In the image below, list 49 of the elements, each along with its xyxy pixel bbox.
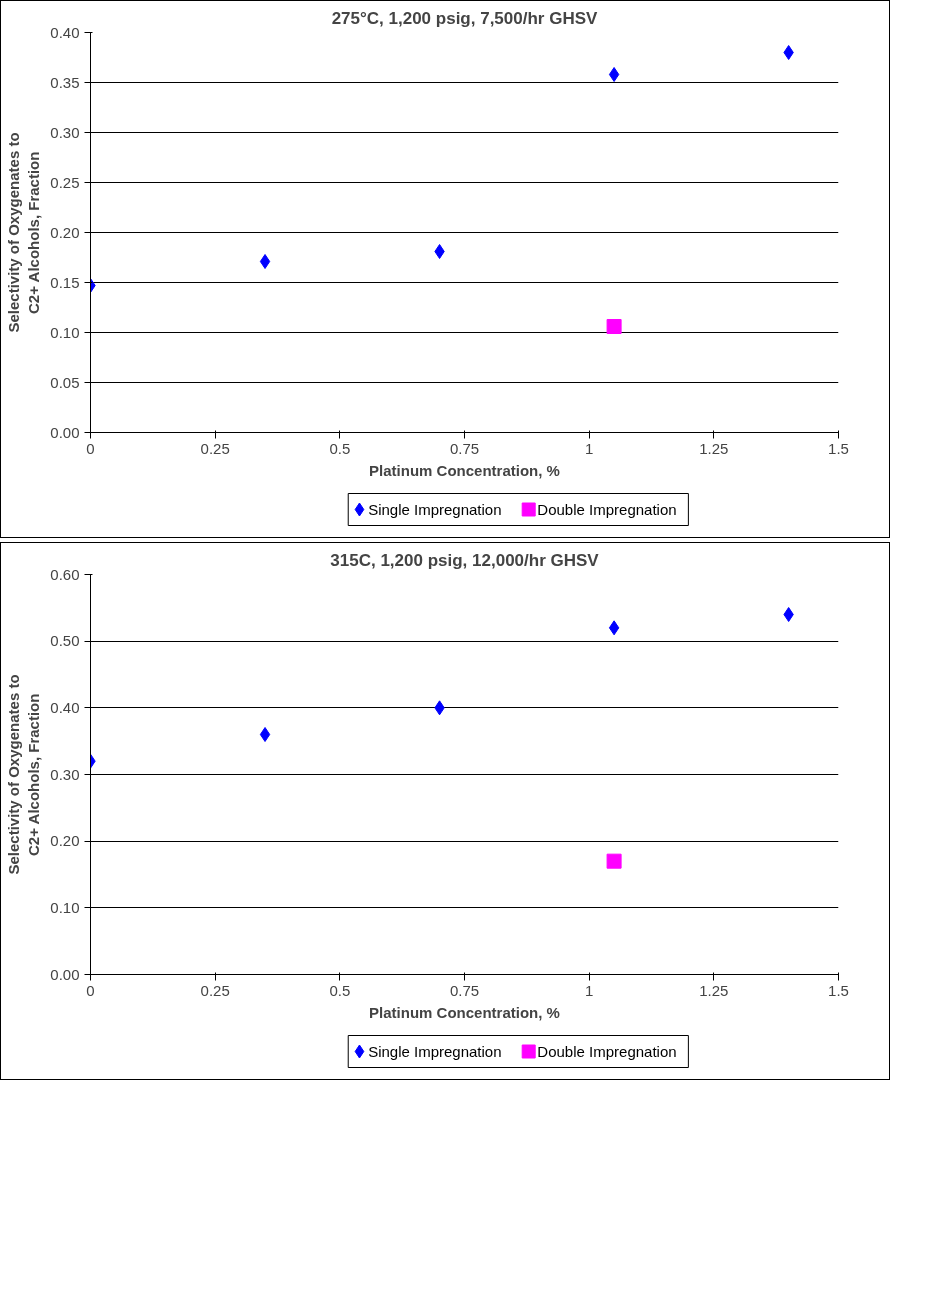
x-tick-label: 0.25 (200, 439, 230, 457)
x-tick-label: 0.5 (329, 439, 351, 457)
point (608, 620, 620, 636)
y-tick-label: 0.40 (50, 698, 80, 716)
x-tick-label: 0.5 (329, 981, 351, 999)
y-tick-label: 0.60 (50, 565, 80, 583)
legend-label: Double Impregnation (537, 1043, 677, 1060)
legend-label: Single Impregnation (368, 501, 502, 518)
y-axis-title: Selectivity of Oxygenates to C2+ Alcohols, Fraction (4, 132, 43, 333)
point (608, 67, 620, 82)
point (259, 727, 271, 742)
point (606, 319, 622, 334)
x-tick-label: 1 (585, 981, 594, 999)
y-tick-label: 0.50 (50, 632, 80, 650)
y-tick-label: 0.15 (50, 273, 80, 291)
x-axis-title: Platinum Concentration, % (369, 461, 560, 479)
y-axis-title: Selectivity of Oxygenates to C2+ Alcohols, Fraction (4, 674, 43, 875)
y-tick-label: 0.35 (50, 73, 80, 91)
y-tick-label: 0.40 (50, 23, 80, 41)
point (783, 607, 794, 622)
point (434, 244, 445, 259)
y-tick-label: 0.20 (50, 832, 80, 850)
x-tick-label: 0.25 (200, 981, 230, 999)
y-tick-label: 0.30 (50, 123, 80, 141)
x-tick-label: 0.75 (449, 439, 480, 457)
x-tick-label: 1.5 (828, 981, 849, 999)
x-tick-label: 0 (86, 439, 95, 457)
y-tick-label: 0.20 (50, 223, 80, 241)
x-tick-label: 1.25 (699, 439, 729, 457)
chart-title: 275°C, 1,200 psig, 7,500/hr GHSV (331, 8, 599, 28)
y-tick-label: 0.10 (50, 323, 80, 341)
x-tick-label: 0.75 (449, 981, 480, 999)
x-tick-label: 0 (86, 981, 95, 999)
x-tick-label: 1.5 (828, 439, 849, 457)
point (259, 254, 271, 269)
y-tick-label: 0.25 (50, 173, 80, 191)
y-tick-label: 0.05 (50, 373, 80, 391)
point (783, 45, 794, 60)
legend-label: Double Impregnation (537, 501, 677, 518)
y-tick-label: 0.10 (50, 898, 80, 916)
x-tick-label: 1 (585, 439, 594, 457)
y-tick-label: 0.00 (50, 423, 80, 441)
chart-title: 315C, 1,200 psig, 12,000/hr GHSV (330, 550, 600, 570)
x-tick-label: 1.25 (699, 981, 729, 999)
point (606, 853, 622, 869)
y-tick-label: 0.30 (50, 765, 80, 783)
x-axis-title: Platinum Concentration, % (369, 1003, 560, 1021)
y-tick-label: 0.00 (50, 965, 80, 983)
legend-label: Single Impregnation (368, 1043, 502, 1060)
